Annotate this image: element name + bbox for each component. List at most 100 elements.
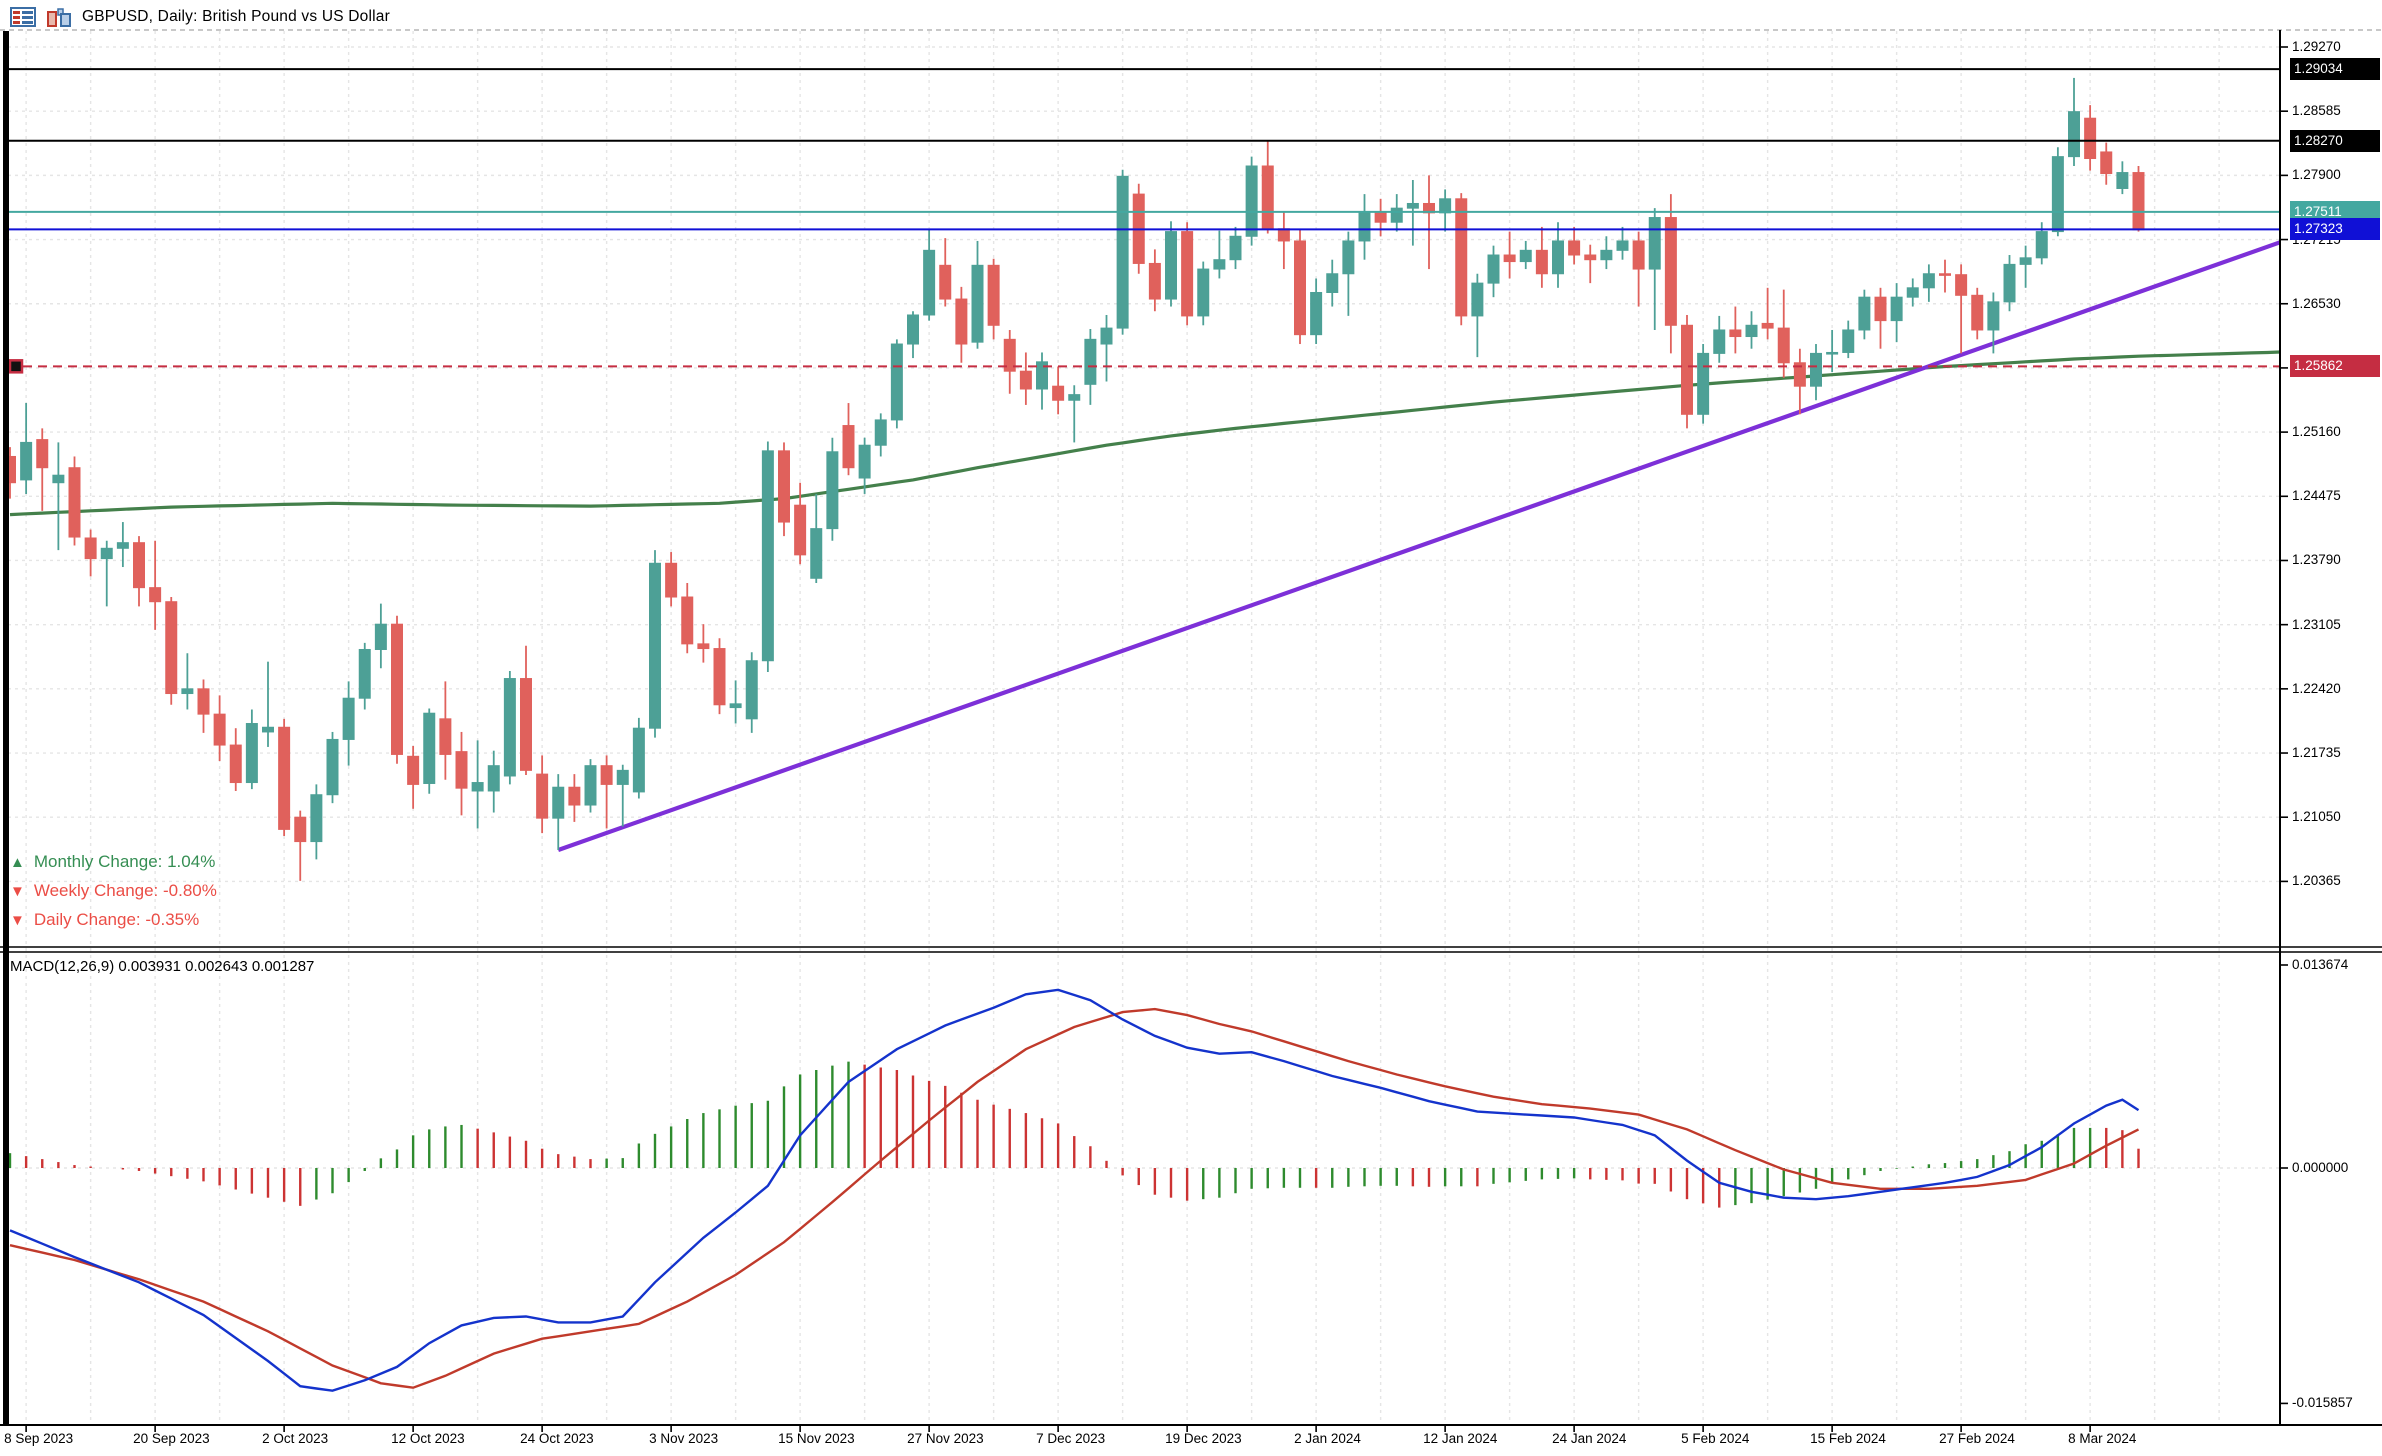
price-tick-label: 1.28585	[2292, 103, 2341, 119]
candle-body	[1519, 249, 1532, 263]
candle-body	[1245, 165, 1258, 237]
candle-body	[584, 765, 597, 806]
candles-icon[interactable]	[46, 7, 72, 27]
candle-body	[68, 467, 81, 538]
candle-body	[391, 623, 403, 755]
candle-body	[487, 765, 500, 792]
candle-body	[1406, 202, 1419, 209]
price-tick-label: 1.21050	[2292, 809, 2341, 825]
candle-body	[2116, 172, 2129, 189]
candle-body	[955, 298, 968, 345]
weekly-change-label: ▼ Weekly Change: -0.80%	[10, 881, 217, 901]
candle-body	[1874, 296, 1887, 322]
price-tick-label: 1.21735	[2292, 745, 2341, 761]
candle-body	[874, 419, 887, 446]
candle-body	[1165, 231, 1177, 300]
candle-body	[1745, 324, 1758, 338]
candle-body	[1729, 329, 1742, 338]
date-label: 15 Nov 2023	[778, 1431, 855, 1446]
candle-body	[133, 542, 145, 589]
candle-body	[2003, 263, 2016, 303]
candle-body	[2100, 151, 2113, 174]
date-label: 2 Jan 2024	[1294, 1431, 1361, 1446]
candle-body	[213, 713, 226, 746]
candle-body	[52, 474, 65, 484]
candle-body	[197, 688, 210, 715]
candle-body	[1600, 249, 1613, 261]
candle-body	[1632, 240, 1645, 270]
candle-body	[407, 755, 420, 785]
candle-body	[294, 816, 307, 843]
candle-body	[2132, 172, 2145, 231]
date-label: 5 Feb 2024	[1681, 1431, 1750, 1446]
price-tick-label: 1.25160	[2292, 424, 2341, 440]
candle-body	[471, 782, 484, 792]
candle-body	[1423, 202, 1435, 214]
candle-body	[116, 542, 129, 549]
candle-body	[1793, 362, 1806, 387]
date-label: 27 Nov 2023	[907, 1431, 984, 1446]
candle-body	[439, 718, 452, 755]
candle-body	[1842, 329, 1855, 353]
candle-body	[616, 769, 629, 785]
candle-body	[1503, 254, 1516, 263]
candle-body	[520, 678, 532, 771]
candle-body	[278, 726, 291, 830]
candle-body	[2068, 111, 2080, 158]
candle-body	[229, 744, 242, 784]
candle-body	[1487, 254, 1500, 284]
candle-body	[552, 786, 565, 819]
candle-body	[681, 596, 694, 645]
candle-body	[1922, 273, 1935, 289]
price-tick-label: 1.20365	[2292, 873, 2341, 889]
candle-body	[1003, 338, 1016, 372]
candle-body	[1906, 287, 1919, 298]
candle-body	[713, 648, 726, 706]
date-label: 27 Feb 2024	[1939, 1431, 2015, 1446]
candle-body	[1584, 254, 1597, 261]
candle-body	[342, 697, 355, 740]
candle-body	[1019, 370, 1032, 390]
candle-body	[1181, 231, 1194, 317]
monthly-change-label: ▲ Monthly Change: 1.04%	[10, 852, 215, 872]
price-marker-box: 1.27323	[2290, 218, 2380, 241]
candle-body	[165, 601, 178, 695]
date-label: 8 Sep 2023	[4, 1431, 74, 1446]
candle-body	[1390, 207, 1403, 223]
candle-body	[503, 678, 516, 777]
date-label: 24 Oct 2023	[520, 1431, 594, 1446]
symbol-title: GBPUSD, Daily: British Pound vs US Dolla…	[82, 8, 390, 25]
candle-body	[1294, 240, 1306, 336]
candle-body	[778, 450, 790, 523]
candle-body	[665, 562, 678, 598]
candle-body	[2051, 156, 2064, 233]
candle-body	[923, 249, 936, 316]
candle-body	[374, 623, 387, 650]
price-tick-label: 1.22420	[2292, 680, 2341, 696]
date-label: 20 Sep 2023	[133, 1431, 210, 1446]
candle-body	[2084, 117, 2097, 160]
level-drag-marker[interactable]	[8, 359, 24, 374]
candle-body	[1439, 198, 1452, 214]
candle-body	[1100, 327, 1113, 345]
candle-body	[907, 314, 919, 345]
candle-body	[1277, 228, 1290, 242]
candle-body	[262, 726, 274, 733]
macd-indicator-label: MACD(12,26,9) 0.003931 0.002643 0.001287	[10, 958, 315, 975]
candle-body	[1535, 249, 1548, 275]
quotes-icon[interactable]	[10, 7, 36, 27]
candle-body	[1777, 327, 1790, 364]
candle-body	[1036, 361, 1048, 390]
candle-body	[455, 751, 468, 789]
date-label: 2 Oct 2023	[262, 1431, 329, 1446]
daily-change-label: ▼ Daily Change: -0.35%	[10, 910, 199, 930]
candle-body	[632, 727, 645, 793]
price-tick-label: 1.23105	[2292, 616, 2341, 632]
candle-body	[20, 441, 33, 481]
candle-body	[939, 264, 952, 300]
candle-body	[826, 451, 839, 530]
candle-body	[745, 660, 758, 720]
candle-body	[1890, 296, 1903, 322]
